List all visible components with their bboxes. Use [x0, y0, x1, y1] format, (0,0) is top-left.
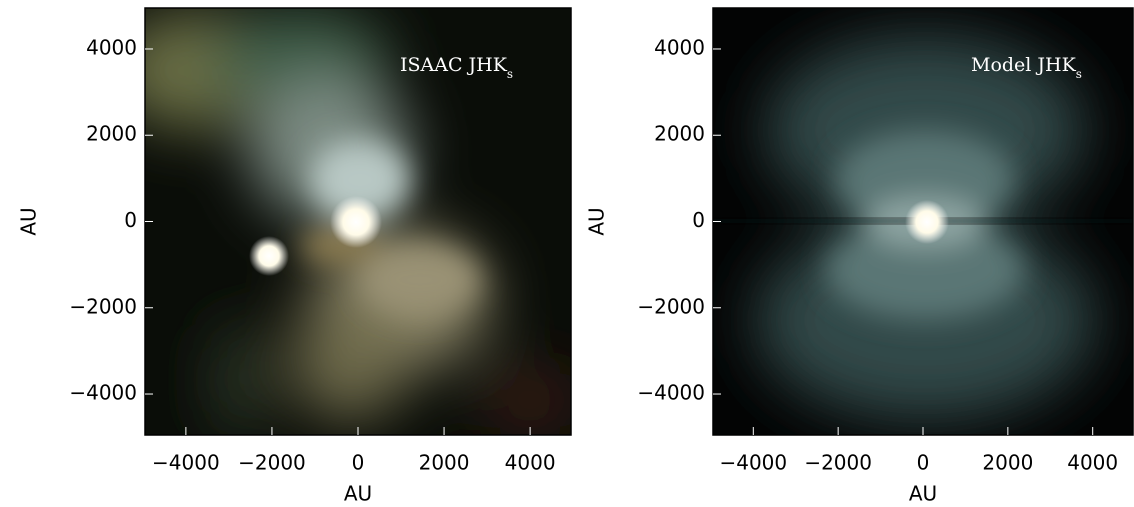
y-tick-label: 4000 — [654, 35, 705, 59]
x-tick-label: 4000 — [1067, 451, 1118, 475]
x-tick-label: 0 — [352, 451, 365, 475]
y-tick-label: 0 — [692, 208, 705, 232]
x-tick-label: −2000 — [238, 451, 306, 475]
y-axis-label: AU — [585, 207, 609, 235]
y-tick-label: 2000 — [654, 122, 705, 146]
y-tick-label: −2000 — [69, 294, 137, 318]
annotation-text: Model JHK — [971, 54, 1077, 76]
x-axis-label: AU — [909, 482, 937, 506]
x-tick-label: 2000 — [982, 451, 1033, 475]
x-tick-label: −4000 — [152, 451, 220, 475]
x-tick-label: −2000 — [804, 451, 872, 475]
y-tick-label: −4000 — [637, 381, 705, 405]
y-tick-label: −4000 — [69, 381, 137, 405]
y-axis-label: AU — [17, 207, 41, 235]
y-tick-label: 0 — [124, 208, 137, 232]
y-tick-label: 4000 — [86, 35, 137, 59]
x-tick-label: 0 — [917, 451, 930, 475]
annotation-text: ISAAC JHK — [400, 54, 508, 76]
x-tick-label: 4000 — [505, 451, 556, 475]
x-tick-label: −4000 — [719, 451, 787, 475]
x-tick-label: 2000 — [419, 451, 470, 475]
annotation-subscript: s — [507, 67, 513, 81]
x-axis-label: AU — [344, 482, 372, 506]
figure: −4000 −2000 0 2000 4000 −4000 −2000 0 2000 4000 AU… — [0, 0, 1134, 507]
y-tick-label: 2000 — [86, 122, 137, 146]
annotation-subscript: s — [1076, 67, 1082, 81]
y-tick-label: −2000 — [637, 294, 705, 318]
